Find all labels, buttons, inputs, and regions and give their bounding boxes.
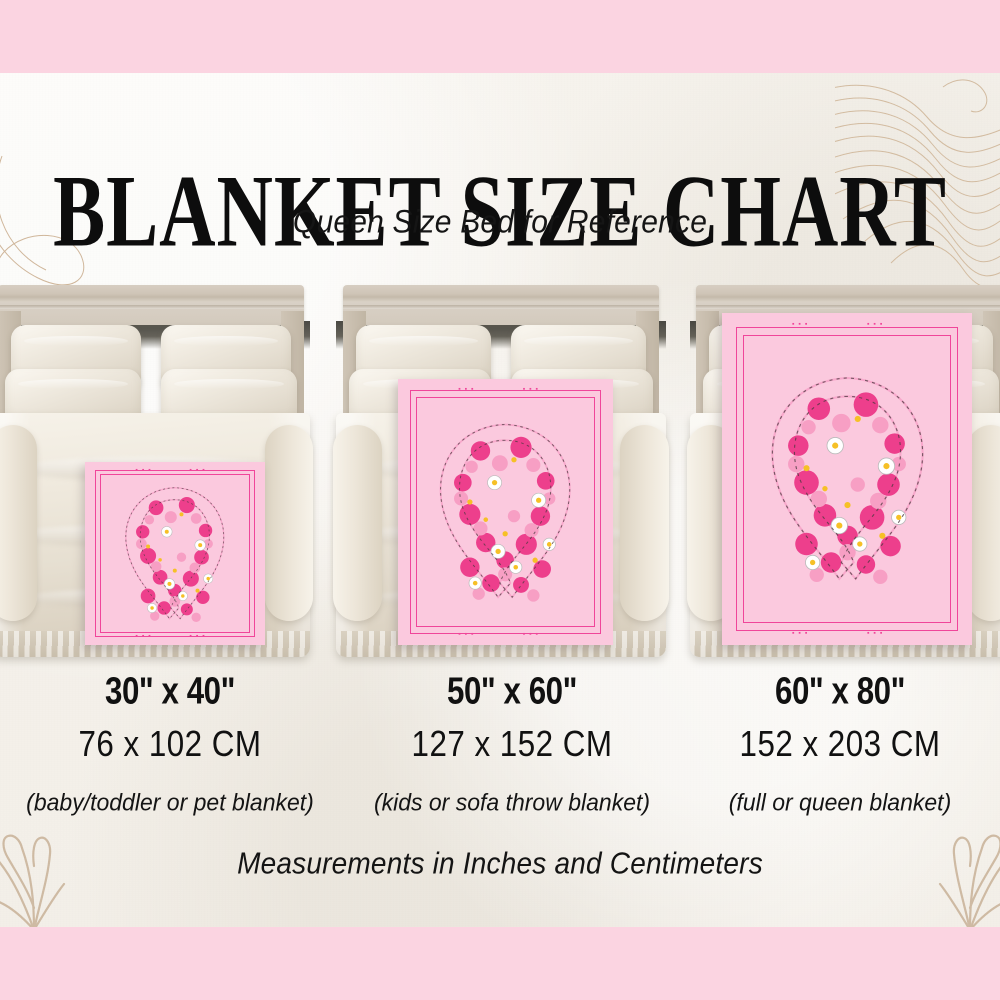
headboard (342, 285, 660, 325)
page-title: BLANKET SIZE CHART (53, 155, 947, 269)
size-note-2: (kids or sofa throw blanket) (373, 788, 651, 816)
blanket-dot-accent-top-left: ▪ ▪ ▪ (792, 321, 809, 329)
size-note-3: (full or queen blanket) (728, 788, 952, 816)
size-inches-2: 50" x 60" (447, 669, 577, 713)
measurements-footnote: Measurements in Inches and Centimeters (237, 846, 763, 881)
bed-illustration-2: ▪ ▪ ▪ ▪ ▪ ▪ ▪ ▪ ▪ ▪ ▪ ▪ (332, 285, 670, 657)
floral-ribbon-artwork (745, 340, 950, 619)
floral-ribbon-artwork (101, 477, 249, 631)
blanket-dot-accent-bottom-left: ▪ ▪ ▪ (135, 633, 152, 641)
blanket-dot-accent-top-right: ▪ ▪ ▪ (522, 385, 540, 393)
blanket-dot-accent-bottom-right: ▪ ▪ ▪ (522, 631, 540, 639)
blanket-30x40[interactable]: ▪ ▪ ▪ ▪ ▪ ▪ ▪ ▪ ▪ ▪ ▪ ▪ (85, 462, 265, 645)
size-cm-1: 76 x 102 CM (78, 723, 262, 764)
floral-ribbon-artwork (417, 400, 593, 623)
bedding-roll-right (265, 425, 314, 621)
page-subtitle: Queen Size Bed for Reference (292, 204, 708, 241)
blanket-dot-accent-bottom-right: ▪ ▪ ▪ (189, 633, 206, 641)
blanket-dot-accent-bottom-left: ▪ ▪ ▪ (458, 631, 475, 639)
bedding-roll-right (619, 425, 670, 621)
blanket-60x80[interactable]: ▪ ▪ ▪ ▪ ▪ ▪ ▪ ▪ ▪ ▪ ▪ ▪ (722, 313, 972, 645)
bedding-roll-left (332, 425, 383, 621)
top-pink-band (0, 0, 1000, 73)
blanket-border-outer (735, 326, 959, 632)
bed-comparison-row: ▪ ▪ ▪ ▪ ▪ ▪ ▪ ▪ ▪ ▪ ▪ ▪ (0, 285, 1000, 657)
bed-illustration-3: ▪ ▪ ▪ ▪ ▪ ▪ ▪ ▪ ▪ ▪ ▪ ▪ (686, 285, 1000, 657)
headboard (0, 285, 304, 325)
size-inches-3: 60" x 80" (775, 669, 905, 713)
blanket-dot-accent-top-right: ▪ ▪ ▪ (867, 321, 884, 329)
blanket-border-inner (416, 396, 595, 628)
size-column-3: 60" x 80" 152 x 203 CM (full or queen bl… (680, 669, 1000, 816)
size-note-1: (baby/toddler or pet blanket) (26, 788, 314, 816)
size-cm-3: 152 x 203 CM (739, 723, 941, 764)
blanket-border-outer (409, 390, 602, 634)
bed-illustration-1: ▪ ▪ ▪ ▪ ▪ ▪ ▪ ▪ ▪ ▪ ▪ ▪ (0, 285, 314, 657)
blanket-dot-accent-top-left: ▪ ▪ ▪ (458, 385, 475, 393)
size-column-1: 30" x 40" 76 x 102 CM (baby/toddler or p… (10, 669, 330, 816)
blanket-border-inner (100, 474, 250, 633)
blanket-dot-accent-top-left: ▪ ▪ ▪ (135, 466, 152, 474)
bedding-roll-right (966, 425, 1000, 621)
blanket-dot-accent-top-right: ▪ ▪ ▪ (189, 466, 206, 474)
blanket-dot-accent-bottom-left: ▪ ▪ ▪ (792, 629, 809, 637)
bottom-pink-band (0, 927, 1000, 1000)
blanket-border-inner (743, 334, 951, 624)
size-column-2: 50" x 60" 127 x 152 CM (kids or sofa thr… (352, 669, 672, 816)
blanket-border-outer (94, 469, 256, 638)
bedding-roll-left (0, 425, 37, 621)
size-inches-1: 30" x 40" (105, 669, 235, 713)
blanket-50x60[interactable]: ▪ ▪ ▪ ▪ ▪ ▪ ▪ ▪ ▪ ▪ ▪ ▪ (398, 379, 613, 645)
size-cm-2: 127 x 152 CM (411, 723, 613, 764)
blanket-dot-accent-bottom-right: ▪ ▪ ▪ (867, 629, 884, 637)
